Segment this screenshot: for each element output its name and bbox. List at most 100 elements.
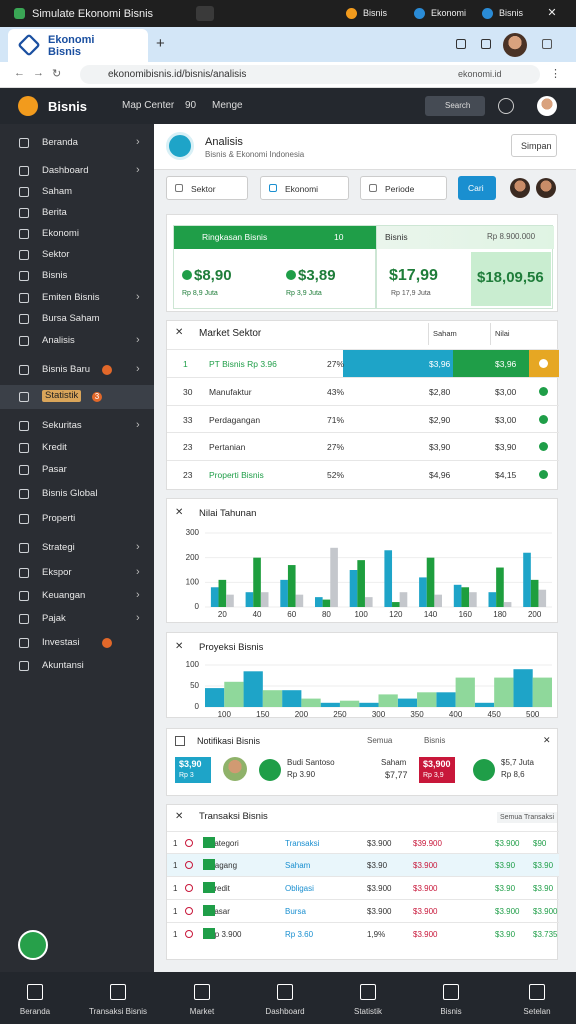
sidebar-item[interactable]: Strategi ›: [0, 536, 154, 560]
sidebar-item[interactable]: Pasar: [0, 458, 154, 482]
bar: [419, 577, 427, 607]
close-button[interactable]: ✕: [547, 7, 557, 19]
transaction-cell: $90: [533, 839, 547, 848]
nav-button[interactable]: ↻: [52, 68, 62, 80]
header-nav[interactable]: Map Center: [122, 100, 175, 111]
sidebar-item[interactable]: Akuntansi: [0, 654, 154, 678]
sidebar-item[interactable]: Statistik 3: [0, 385, 154, 409]
sidebar-label: Beranda: [42, 137, 78, 148]
os-item[interactable]: Bisnis: [363, 8, 388, 18]
sidebar-item[interactable]: Bisnis Baru ›: [0, 358, 154, 382]
sidebar-item[interactable]: Sektor: [0, 243, 154, 267]
table-cell: Properti Bisnis: [209, 470, 264, 480]
close-button[interactable]: ✕: [543, 735, 551, 745]
sidebar-item[interactable]: Ekspor ›: [0, 561, 154, 585]
bar: [224, 681, 244, 707]
address-bar[interactable]: ekonomibisnis.id/bisnis/analisis ekonomi.…: [80, 65, 540, 84]
os-item-icon: [482, 8, 493, 19]
icon: [19, 271, 29, 281]
sidebar-item[interactable]: Saham: [0, 180, 154, 204]
filter-label: Cari: [468, 183, 484, 193]
nav-item[interactable]: Beranda: [0, 972, 71, 1024]
tab-button[interactable]: [196, 6, 214, 21]
sidebar-label: Saham: [42, 186, 73, 197]
browser-tab[interactable]: Ekonomi Bisnis: [8, 29, 148, 62]
icon: [19, 208, 29, 218]
transaction-cell: $3.90: [367, 861, 388, 870]
notify-button[interactable]: [498, 98, 514, 114]
header-nav[interactable]: 90: [185, 100, 197, 111]
menu-button[interactable]: ⋮: [550, 68, 561, 80]
x-tick-label: 180: [493, 610, 507, 619]
filter-label: Sektor: [191, 184, 216, 194]
nav-item[interactable]: Dashboard: [249, 972, 321, 1024]
chevron: ›: [136, 589, 140, 601]
new-tab[interactable]: +: [156, 35, 165, 52]
sidebar-item[interactable]: Berita: [0, 201, 154, 225]
status-dot: [539, 387, 548, 396]
y-tick-label: 100: [186, 660, 200, 669]
notify-item-sub: $7,77: [385, 770, 408, 780]
x-tick-label: 500: [526, 710, 540, 717]
transaction-cell: $3.90: [495, 861, 516, 870]
nav-item[interactable]: Market: [166, 972, 238, 1024]
os-item[interactable]: Bisnis: [499, 8, 524, 18]
icon: [19, 543, 29, 553]
nav-item[interactable]: Bisnis: [415, 972, 487, 1024]
sidebar-item[interactable]: Beranda ›: [0, 131, 154, 155]
sidebar-item[interactable]: Kredit: [0, 436, 154, 460]
sidebar-item[interactable]: Emiten Bisnis ›: [0, 286, 154, 310]
bar: [295, 594, 304, 607]
table-cell: $4,15: [495, 470, 517, 480]
filter[interactable]: Periode: [360, 176, 447, 200]
summary-tag: Rp 8.900.000: [487, 232, 536, 241]
sidebar-item[interactable]: Investasi: [0, 631, 154, 655]
table-cell: 30: [183, 387, 193, 397]
nav-label: Beranda: [19, 1007, 51, 1016]
filter[interactable]: Sektor: [166, 176, 248, 200]
table-cell: $3,96: [429, 359, 451, 369]
sidebar-item[interactable]: Dashboard ›: [0, 159, 154, 183]
table-icon: ✕: [175, 811, 184, 822]
table-cell: $3,90: [495, 442, 517, 452]
sidebar-item[interactable]: Ekonomi: [0, 222, 154, 246]
nav-item[interactable]: Transaksi Bisnis: [82, 972, 154, 1024]
nav-item[interactable]: Statistik: [332, 972, 404, 1024]
nav-button[interactable]: →: [33, 67, 44, 79]
sidebar-item[interactable]: Analisis ›: [0, 329, 154, 353]
notify-tab[interactable]: Semua: [367, 736, 393, 745]
save-button[interactable]: Simpan: [511, 134, 557, 157]
brand: Bisnis: [48, 99, 88, 114]
app-header: Bisnis Map Center 90 Menge Search: [0, 88, 576, 124]
sidebar-badge: 3: [92, 392, 102, 402]
sidebar-item[interactable]: Bisnis Global: [0, 482, 154, 506]
user-avatar[interactable]: [537, 96, 557, 116]
notify-tab[interactable]: Bisnis: [424, 736, 446, 745]
sidebar-item[interactable]: Sekuritas ›: [0, 414, 154, 438]
area-chart: ✕ Proyeksi Bisnis 0 50 100 100 150 200 250 300 350…: [166, 632, 558, 718]
transactions-tag[interactable]: Semua Transaksi: [497, 812, 558, 823]
site-logo: [17, 33, 41, 57]
search-button[interactable]: Search: [425, 96, 485, 116]
sidebar-item[interactable]: Bisnis: [0, 264, 154, 288]
sidebar-item[interactable]: Bursa Saham: [0, 307, 154, 331]
filter[interactable]: Cari: [458, 176, 496, 200]
y-tick-label: 200: [186, 553, 200, 562]
nav-item[interactable]: Setelan: [501, 972, 573, 1024]
sidebar-item[interactable]: Properti: [0, 507, 154, 531]
header-nav[interactable]: Menge: [212, 100, 243, 111]
sidebar-item[interactable]: Pajak ›: [0, 607, 154, 631]
filter[interactable]: Ekonomi: [260, 176, 349, 200]
nav-button[interactable]: ←: [14, 67, 25, 79]
os-item[interactable]: Ekonomi: [431, 8, 467, 18]
nav-label: Market: [189, 1007, 215, 1016]
row-icon: [185, 930, 193, 938]
fab[interactable]: [18, 930, 48, 960]
y-tick-label: 100: [186, 577, 200, 586]
sidebar-item[interactable]: Keuangan ›: [0, 584, 154, 608]
sidebar-label: Investasi: [42, 637, 80, 648]
bar: [461, 587, 470, 607]
stat-value: $8,90: [194, 267, 232, 284]
transaction-cell: Pasar: [209, 907, 230, 916]
profile-avatar[interactable]: [503, 33, 527, 57]
